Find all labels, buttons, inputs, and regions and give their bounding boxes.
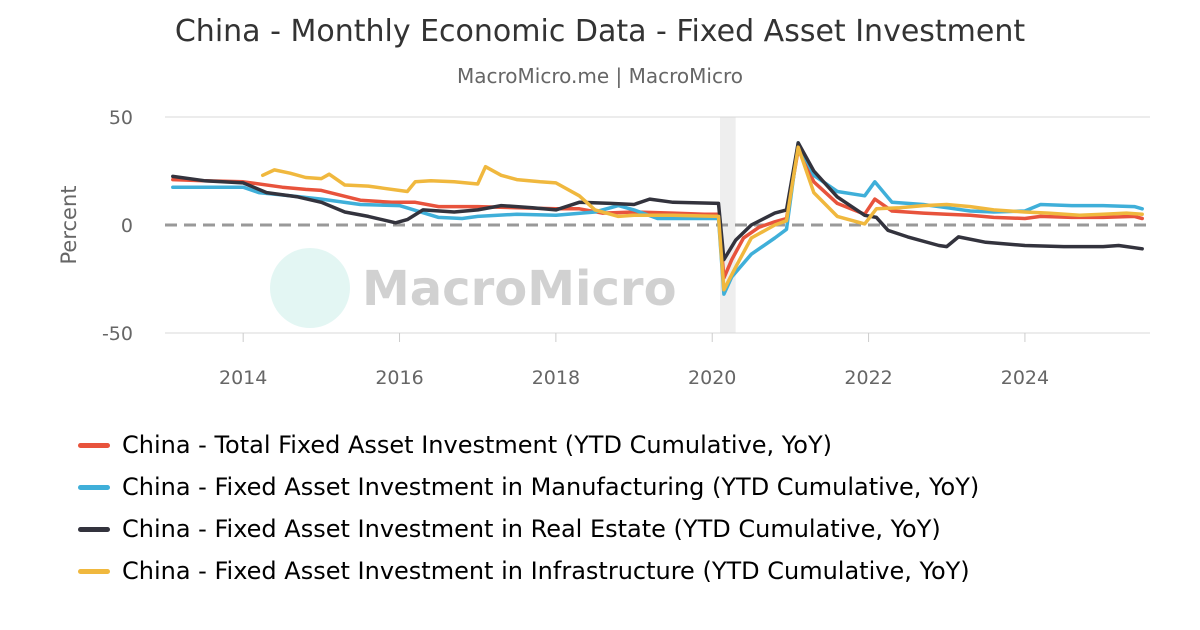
watermark-text: MacroMicro [362,261,677,317]
legend-label: China - Fixed Asset Investment in Real E… [122,515,941,543]
legend-item-2[interactable]: China - Fixed Asset Investment in Manufa… [78,466,979,508]
watermark-circle-icon [270,248,350,328]
legend-swatch [78,568,110,574]
y-axis-label: Percent [57,185,81,264]
x-tick-label: 2024 [1001,367,1049,389]
y-tick-label: -50 [102,323,133,345]
y-tick-label: 0 [121,215,133,237]
legend-swatch [78,484,110,490]
legend-swatch [78,442,110,448]
chart-subtitle: MacroMicro.me | MacroMicro [457,64,743,88]
x-tick-label: 2020 [688,367,736,389]
x-tick-label: 2016 [375,367,423,389]
legend-item-3[interactable]: China - Fixed Asset Investment in Real E… [78,508,979,550]
chart-title: China - Monthly Economic Data - Fixed As… [174,14,1026,49]
series-line-4 [260,145,1144,292]
legend-item-4[interactable]: China - Fixed Asset Investment in Infras… [78,550,979,592]
chart-plot: MacroMicro 50 0 -50 2014 2016 2018 2020 2022 2024… [57,107,1150,389]
legend-label: China - Fixed Asset Investment in Infras… [122,557,970,585]
x-tick-label: 2022 [844,367,892,389]
legend-swatch [78,526,110,532]
legend-item-1[interactable]: China - Total Fixed Asset Investment (YT… [78,424,979,466]
watermark-logo [270,248,350,328]
x-tick-label: 2018 [532,367,580,389]
legend-label: China - Fixed Asset Investment in Manufa… [122,473,980,501]
y-tick-label: 50 [109,107,133,129]
series-line-1 [171,147,1144,280]
legend-label: China - Total Fixed Asset Investment (YT… [122,431,832,459]
chart-legend: China - Total Fixed Asset Investment (YT… [78,424,979,592]
x-tick-label: 2014 [219,367,267,389]
series-line-3 [171,141,1144,262]
